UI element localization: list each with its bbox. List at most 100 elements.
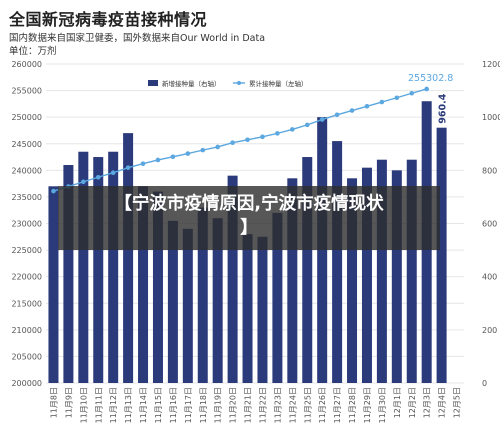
x-tick-label: 11月28日 — [348, 387, 357, 423]
x-tick-label: 11月21日 — [244, 387, 253, 423]
line-point — [379, 99, 385, 105]
bar — [347, 178, 358, 383]
y-left-tick-label: 255000 — [11, 87, 42, 96]
x-tick-label: 11月9日 — [64, 387, 73, 418]
x-tick-label: 11月26日 — [318, 387, 327, 423]
y-right-tick-label: 0 — [482, 379, 487, 388]
bar — [227, 175, 238, 383]
bar — [272, 212, 283, 383]
x-tick-label: 11月22日 — [258, 387, 267, 423]
bar — [108, 151, 119, 383]
line-point — [125, 165, 131, 170]
y-left-tick-label: 210000 — [11, 326, 42, 335]
x-tick-label: 11月14日 — [139, 387, 148, 423]
y-right-tick-label: 200 — [482, 326, 497, 335]
x-tick-label: 11月23日 — [273, 387, 282, 423]
line-point — [140, 161, 146, 166]
bar — [257, 236, 268, 383]
cumulative-annotation: 255302.8 — [408, 73, 453, 84]
y-right-tick-label: 600 — [482, 220, 497, 229]
legend-swatch-bar — [148, 80, 158, 86]
y-left-tick-label: 260000 — [11, 60, 42, 69]
line-point — [95, 174, 101, 180]
bar — [167, 220, 178, 383]
source-note: 国内数据来自国家卫健委，国外数据来自Our World in Data — [9, 33, 266, 44]
bar-annotation: 960.4 — [438, 93, 449, 123]
bar — [93, 157, 104, 383]
line-point — [185, 151, 191, 156]
overlay-line-1: 【宁波市疫情原因,宁波市疫情现状 — [114, 194, 384, 214]
x-tick-label: 11月11日 — [94, 387, 103, 423]
bar — [138, 186, 149, 383]
x-tick-label: 12月2日 — [408, 387, 417, 418]
line-point — [110, 170, 116, 176]
y-right-tick-label: 800 — [482, 166, 497, 175]
line-point — [394, 95, 400, 101]
x-tick-label: 11月27日 — [333, 387, 342, 423]
bar — [197, 207, 208, 383]
x-tick-label: 11月15日 — [154, 387, 163, 423]
x-tick-label: 12月3日 — [423, 387, 432, 418]
y-left-tick-label: 240000 — [11, 166, 42, 175]
line-point — [349, 108, 355, 113]
bar — [48, 186, 59, 383]
y-left-tick-label: 230000 — [11, 220, 42, 229]
unit-note: 单位：万剂 — [9, 46, 57, 57]
line-point — [424, 86, 429, 92]
y-left-tick-label: 215000 — [11, 299, 42, 308]
bar — [182, 228, 193, 383]
y-right-tick-label: 400 — [482, 273, 497, 282]
line-point — [51, 188, 56, 194]
y-left-tick-label: 205000 — [11, 352, 42, 361]
overlay-banner: 【宁波市疫情原因,宁波市疫情现状 】 — [58, 186, 440, 250]
line-point — [81, 179, 86, 185]
x-tick-label: 12月5日 — [453, 387, 462, 418]
x-tick-label: 11月17日 — [184, 387, 193, 423]
y-left-tick-label: 220000 — [11, 273, 42, 282]
line-point — [260, 134, 265, 140]
line-point — [200, 147, 206, 153]
line-point — [170, 154, 176, 160]
y-left-tick-label: 225000 — [11, 246, 42, 255]
x-tick-label: 11月24日 — [288, 387, 297, 423]
y-right-tick-label: 1000 — [482, 113, 500, 122]
x-tick-label: 11月25日 — [303, 387, 312, 423]
line-point — [245, 137, 250, 143]
line-point — [275, 131, 280, 136]
overlay-line-2: 】 — [240, 218, 258, 238]
line-point — [334, 112, 340, 118]
bar — [302, 157, 313, 383]
legend-swatch-dot — [237, 81, 241, 85]
x-tick-label: 11月19日 — [214, 387, 223, 423]
bar — [152, 191, 163, 383]
bar — [78, 151, 89, 383]
legend-label-line: 累计接种量（左轴） — [249, 79, 308, 88]
y-left-tick-label: 235000 — [11, 193, 42, 202]
line-point — [290, 127, 295, 132]
x-tick-label: 11月20日 — [229, 387, 238, 423]
y-left-tick-label: 250000 — [11, 113, 42, 122]
bar — [123, 133, 134, 383]
line-point — [230, 140, 235, 145]
x-tick-label: 11月8日 — [49, 387, 58, 418]
x-tick-label: 12月1日 — [393, 387, 402, 418]
line-point — [319, 117, 325, 122]
bar — [406, 159, 417, 383]
bar — [212, 218, 223, 383]
cumulative-line — [53, 88, 427, 192]
x-tick-label: 11月30日 — [378, 387, 387, 423]
x-tick-label: 11月29日 — [363, 387, 372, 423]
line-point — [364, 103, 370, 109]
x-tick-label: 12月4日 — [438, 387, 447, 418]
legend-label-bar: 新增接种量（右轴） — [162, 79, 221, 88]
y-left-tick-label: 245000 — [11, 140, 42, 149]
y-left-tick-label: 200000 — [11, 379, 42, 388]
y-right-tick-label: 1200 — [482, 60, 500, 69]
bar — [436, 127, 447, 383]
x-tick-label: 11月13日 — [124, 387, 133, 423]
bar — [63, 165, 74, 383]
x-tick-label: 11月10日 — [79, 387, 88, 423]
x-tick-label: 11月12日 — [109, 387, 118, 423]
bar — [317, 117, 328, 384]
line-point — [409, 90, 415, 96]
